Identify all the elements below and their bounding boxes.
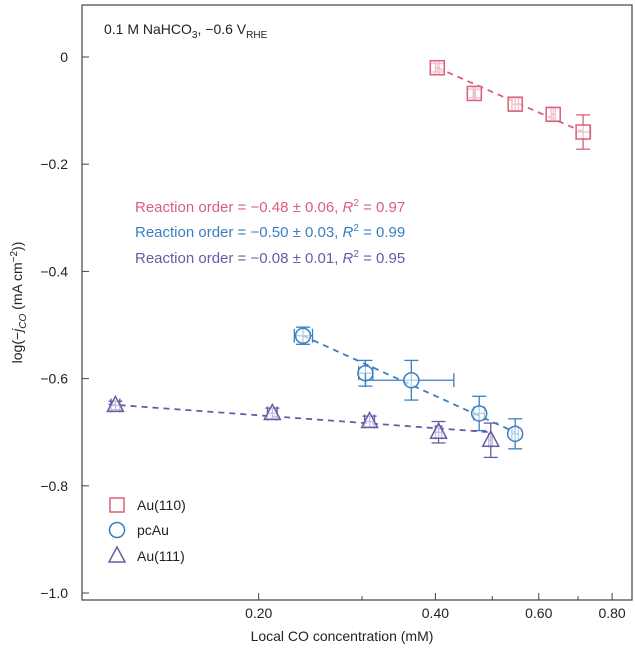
y-label-end: )) <box>9 242 25 251</box>
legend-marker-triangle <box>107 545 127 563</box>
data-point-circle <box>403 371 420 389</box>
y-label-pre: log(− <box>9 332 25 364</box>
r2-value: = 0.95 <box>359 250 405 267</box>
legend-label: pcAu <box>137 522 169 538</box>
fit-line-1 <box>302 334 516 434</box>
reaction-order-label-2: Reaction order = −0.08 ± 0.01, R2 = 0.95 <box>135 249 405 267</box>
data-point-triangle <box>429 421 448 439</box>
legend-marker-square <box>109 497 125 513</box>
data-point-circle <box>294 327 312 344</box>
data-point-square <box>545 106 561 123</box>
y-label-post: (mA cm <box>9 262 25 313</box>
plot-frame <box>81 4 633 601</box>
ann-sub: 3 <box>192 30 198 41</box>
condition-annotation: 0.1 M NaHCO3, −0.6 VRHE <box>104 21 268 41</box>
reaction-order-text: Reaction order = −0.08 ± 0.01, <box>135 250 343 267</box>
reaction-order-text: Reaction order = −0.50 ± 0.03, <box>135 224 343 241</box>
x-tick-label: 0.80 <box>598 605 625 621</box>
x-tick-label: 0.20 <box>245 605 272 621</box>
reaction-order-label-1: Reaction order = −0.50 ± 0.03, R2 = 0.99 <box>135 223 405 241</box>
legend-label: Au(111) <box>137 548 185 564</box>
y-tick-label: −1.0 <box>40 585 68 601</box>
data-point-triangle <box>360 410 379 429</box>
ann-mid: , −0.6 V <box>197 21 246 37</box>
r2-sup: 2 <box>353 249 359 260</box>
y-tick-label: −0.2 <box>40 156 68 172</box>
r2-value: = 0.99 <box>359 224 405 241</box>
fit-line-2 <box>108 403 491 434</box>
data-point-square <box>466 85 483 102</box>
data-point-square <box>429 59 446 76</box>
data-point-square <box>507 96 523 112</box>
y-axis-label: log(−jCO (mA cm−2)) <box>9 242 29 364</box>
y-label-sub: CO <box>18 313 29 328</box>
r2-sup: 2 <box>353 198 359 209</box>
x-tick-label: 0.40 <box>422 605 449 621</box>
y-tick-label: −0.8 <box>40 478 68 494</box>
r2-value: = 0.97 <box>359 199 405 216</box>
y-label-sup: −2 <box>9 251 20 263</box>
data-point-circle <box>470 405 488 422</box>
r2-symbol: R <box>343 250 354 267</box>
y-label-j: j <box>9 328 25 334</box>
data-point-triangle <box>106 394 125 413</box>
r2-symbol: R <box>343 224 354 241</box>
y-tick-label: −0.6 <box>40 371 68 387</box>
legend-marker-circle <box>108 521 126 539</box>
ann-text: 0.1 M NaHCO <box>104 21 192 37</box>
x-tick-label: 0.60 <box>525 605 552 621</box>
r2-symbol: R <box>343 199 354 216</box>
r2-sup: 2 <box>353 223 359 234</box>
reaction-order-label-0: Reaction order = −0.48 ± 0.06, R2 = 0.97 <box>135 198 405 216</box>
data-point-circle <box>506 425 524 443</box>
data-point-triangle <box>481 429 500 448</box>
x-axis-label: Local CO concentration (mM) <box>251 628 434 644</box>
reaction-order-text: Reaction order = −0.48 ± 0.06, <box>135 199 343 216</box>
data-point-square <box>575 124 591 140</box>
y-tick-label: 0 <box>60 49 68 65</box>
data-point-triangle <box>263 402 282 421</box>
y-tick-label: −0.4 <box>40 263 68 279</box>
legend-label: Au(110) <box>137 497 186 513</box>
ann-sub-rhe: RHE <box>246 30 267 41</box>
